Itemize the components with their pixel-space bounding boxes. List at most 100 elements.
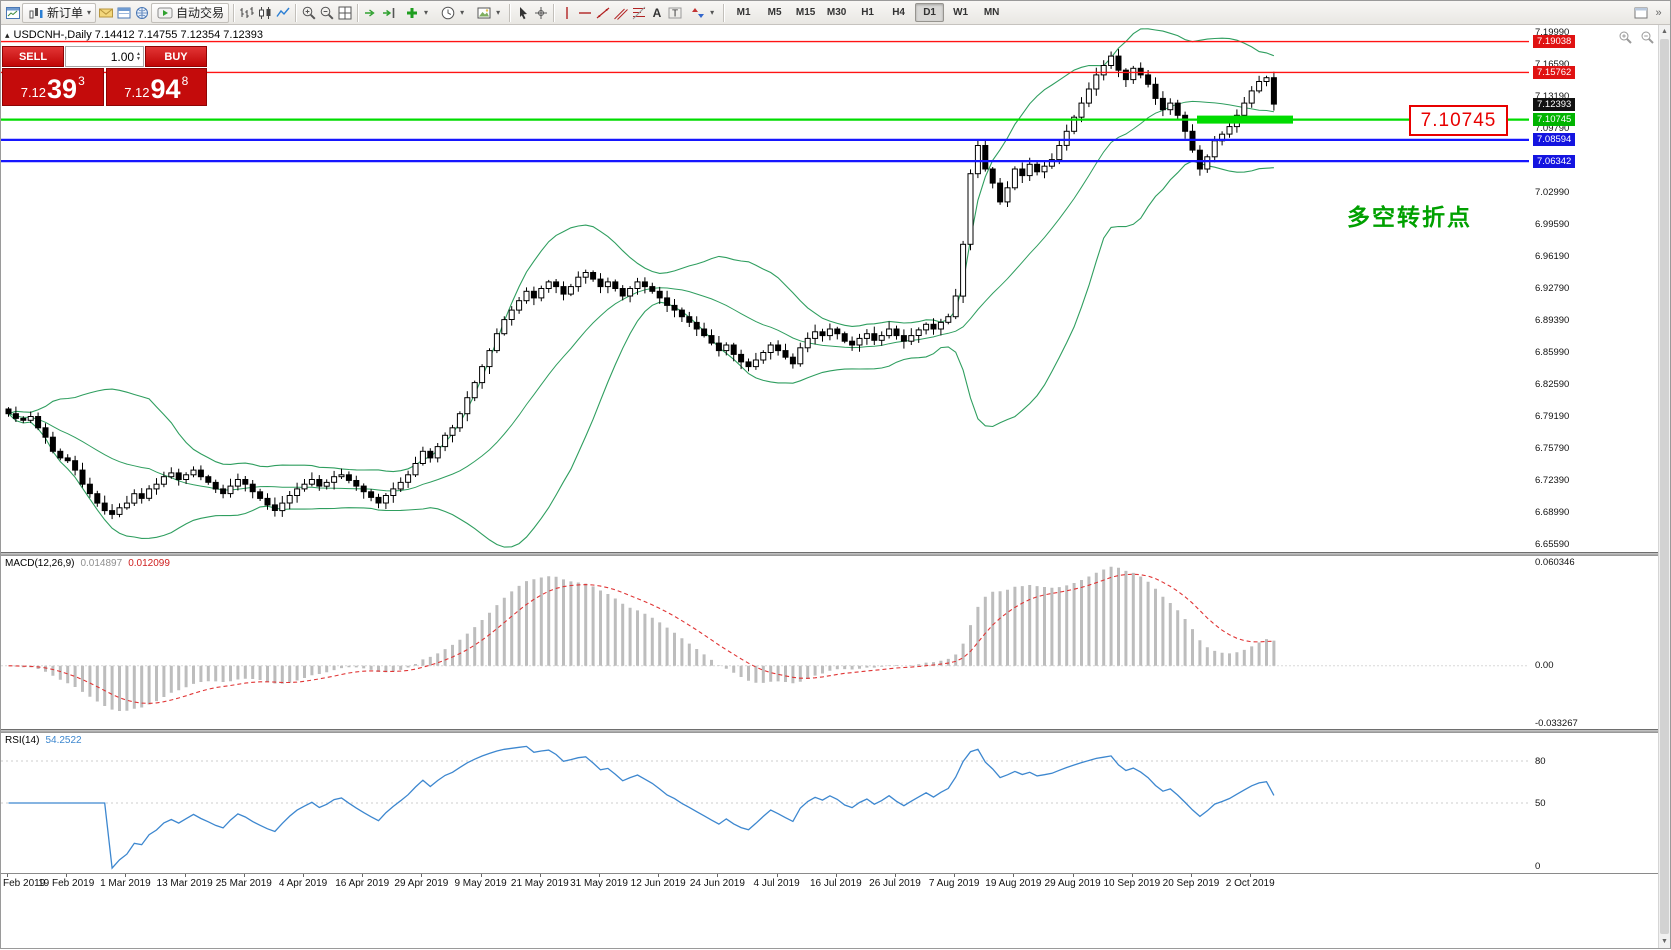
timeframe-m30[interactable]: M30 bbox=[826, 7, 847, 18]
auto-scroll-icon[interactable] bbox=[362, 5, 379, 21]
time-axis-tick bbox=[1131, 874, 1133, 877]
time-axis-tick bbox=[1013, 874, 1015, 877]
trendline-icon[interactable] bbox=[594, 5, 611, 21]
time-axis-tick bbox=[243, 874, 245, 877]
periods-button[interactable]: ▾ bbox=[434, 3, 469, 23]
timeframe-d1[interactable]: D1 bbox=[915, 3, 945, 22]
pane-splitter[interactable] bbox=[1, 729, 1660, 733]
price-axis[interactable]: 7.199907.165907.131907.097907.063907.029… bbox=[1532, 25, 1660, 552]
chinese-annotation[interactable]: 多空转折点 bbox=[1347, 204, 1472, 230]
scroll-up-icon[interactable]: ▲ bbox=[1661, 28, 1668, 35]
mail-icon[interactable] bbox=[97, 5, 114, 21]
indicators-add-button[interactable]: ▾ bbox=[398, 3, 433, 23]
price-tick: 7.13190 bbox=[1535, 91, 1570, 103]
timeframe-mn[interactable]: MN bbox=[983, 7, 1000, 18]
bar-chart-icon[interactable] bbox=[238, 5, 255, 21]
symbols-icon[interactable] bbox=[133, 5, 150, 21]
price-tick: 6.99590 bbox=[1535, 219, 1570, 231]
price-badge: 7.19038 bbox=[1533, 35, 1576, 49]
scrollbar-thumb[interactable] bbox=[1660, 39, 1669, 934]
price-tick: 6.75790 bbox=[1535, 443, 1570, 455]
magnifier-minus-icon[interactable] bbox=[1639, 29, 1656, 45]
time-axis-tick bbox=[599, 874, 600, 877]
date-label: 26 Jul 2019 bbox=[869, 878, 921, 889]
timeframe-m1[interactable]: M1 bbox=[736, 7, 751, 18]
scroll-down-icon[interactable]: ▼ bbox=[1661, 938, 1668, 945]
time-axis-tick bbox=[480, 874, 482, 877]
cursor-icon[interactable] bbox=[514, 5, 531, 21]
arrows-icon bbox=[689, 5, 706, 21]
macd-main-value: 0.014897 bbox=[80, 558, 123, 569]
new-order-button[interactable]: 新订单 ▾ bbox=[22, 2, 97, 23]
collapse-arrow-icon[interactable]: ▴ bbox=[5, 29, 10, 40]
data-window-icon[interactable] bbox=[115, 5, 132, 21]
arrows-button[interactable]: ▾ bbox=[684, 3, 719, 23]
timeframe-h4[interactable]: H4 bbox=[892, 7, 905, 18]
price-badge: 7.12393 bbox=[1533, 97, 1576, 111]
toolbar-overflow-icon[interactable]: » bbox=[1655, 6, 1662, 19]
tile-windows-icon[interactable] bbox=[336, 5, 353, 21]
time-axis-tick bbox=[421, 874, 423, 877]
vertical-line-icon[interactable] bbox=[558, 5, 575, 21]
time-axis-tick bbox=[1072, 874, 1074, 877]
macd-tick: -0.033267 bbox=[1535, 717, 1578, 729]
chart-window-icon[interactable] bbox=[4, 5, 21, 21]
price-tick: 7.19990 bbox=[1535, 27, 1570, 39]
stepper-down-icon[interactable]: ▼ bbox=[136, 55, 141, 62]
toolbar-separator bbox=[357, 3, 359, 22]
channel-icon[interactable] bbox=[612, 5, 629, 21]
buy-price-panel[interactable]: 7.12 94 8 bbox=[105, 68, 207, 106]
crosshair-icon[interactable] bbox=[532, 5, 549, 21]
time-axis[interactable]: Feb 2019 19 Feb 2019 1 Mar 2019 13 Mar 2019… bbox=[1, 873, 1660, 894]
timeframe-m5[interactable]: M5 bbox=[767, 7, 782, 18]
fibonacci-icon[interactable] bbox=[630, 5, 647, 21]
autotrade-button[interactable]: 自动交易 bbox=[151, 2, 230, 23]
timeframe-w1[interactable]: W1 bbox=[953, 7, 969, 18]
price-tick: 6.92790 bbox=[1535, 283, 1570, 295]
sell-button[interactable]: SELL bbox=[2, 46, 64, 67]
date-label: 29 Aug 2019 bbox=[1044, 878, 1101, 889]
time-axis-tick bbox=[66, 874, 68, 877]
line-chart-icon[interactable] bbox=[274, 5, 291, 21]
buy-price-point: 8 bbox=[181, 74, 189, 88]
candlestick-chart-icon[interactable] bbox=[256, 5, 273, 21]
zoom-out-icon[interactable] bbox=[318, 5, 335, 21]
horizontal-line-icon[interactable] bbox=[576, 5, 593, 21]
sell-price-panel[interactable]: 7.12 39 3 bbox=[2, 68, 104, 106]
buy-button[interactable]: BUY bbox=[145, 46, 207, 67]
date-label: 19 Feb 2019 bbox=[38, 878, 95, 889]
sell-price-prefix: 7.12 bbox=[20, 85, 47, 100]
symbol-ohlc-header: ▴ USDCNH-,Daily 7.14412 7.14755 7.12354 … bbox=[5, 29, 263, 41]
label-icon[interactable]: T bbox=[666, 5, 683, 21]
chart-shift-icon[interactable] bbox=[380, 5, 397, 21]
stepper-up-icon[interactable]: ▲ bbox=[136, 50, 141, 57]
vertical-scrollbar[interactable]: ▲ ▼ bbox=[1658, 25, 1670, 948]
price-level-flag[interactable]: 7.10745 bbox=[1409, 105, 1508, 136]
magnifier-plus-icon[interactable] bbox=[1617, 29, 1634, 45]
price-tick: 6.65590 bbox=[1535, 539, 1570, 551]
text-icon[interactable]: A bbox=[648, 5, 665, 21]
time-axis-tick bbox=[539, 874, 541, 877]
time-axis-tick bbox=[658, 874, 660, 877]
rsi-axis[interactable]: 80 50 0 bbox=[1532, 733, 1660, 873]
chart-zoom-controls bbox=[1617, 29, 1656, 45]
date-label: 16 Jul 2019 bbox=[809, 878, 862, 889]
zoom-in-icon[interactable] bbox=[300, 5, 317, 21]
templates-button[interactable]: ▾ bbox=[470, 3, 505, 23]
pane-splitter[interactable] bbox=[1, 552, 1660, 556]
volume-stepper[interactable]: ▲ ▼ bbox=[136, 50, 141, 62]
periods-clock-icon bbox=[439, 5, 456, 21]
template-icon bbox=[475, 5, 492, 21]
date-label: 12 Jun 2019 bbox=[630, 878, 686, 889]
new-window-icon[interactable] bbox=[1632, 5, 1649, 21]
volume-input[interactable]: 1.00 ▲ ▼ bbox=[65, 46, 144, 67]
timeframe-m15[interactable]: M15 bbox=[795, 7, 816, 18]
date-label: 31 May 2019 bbox=[570, 878, 628, 889]
timeframe-h1[interactable]: H1 bbox=[861, 7, 874, 18]
new-order-icon bbox=[27, 5, 44, 21]
date-label: 21 May 2019 bbox=[510, 878, 569, 889]
new-order-label: 新订单 bbox=[47, 6, 84, 20]
macd-axis[interactable]: 0.060346 0.00 -0.033267 bbox=[1532, 556, 1660, 729]
